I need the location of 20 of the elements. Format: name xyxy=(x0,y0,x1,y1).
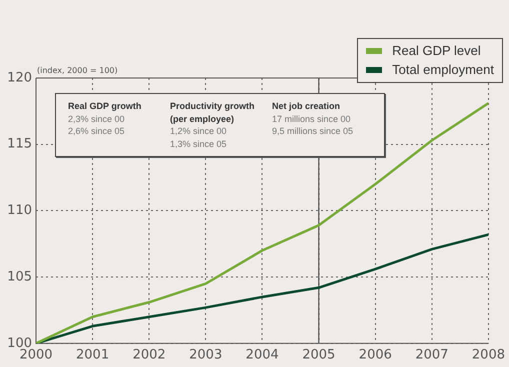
x-tick-label: 2006 xyxy=(358,348,392,363)
y-tick-label: 110 xyxy=(7,203,32,218)
annotation: Net job creation 17 millions since 00 9,5 millions since 05 xyxy=(272,100,354,138)
x-tick-label: 2007 xyxy=(415,348,448,363)
x-tick-label: 2003 xyxy=(189,348,222,363)
legend-label: Real GDP level xyxy=(391,42,482,60)
y-tick-label: 115 xyxy=(7,136,32,152)
x-tick-label: 2000 xyxy=(19,348,53,363)
x-tick-label: 2002 xyxy=(132,348,166,363)
x-tick-label: 2005 xyxy=(302,348,336,363)
x-tick-label: 2001 xyxy=(76,348,110,363)
x-tick-label: 2004 xyxy=(246,348,279,363)
legend-label: Total employment xyxy=(391,61,494,79)
y-axis-title: (index, 2000 = 100) xyxy=(37,66,118,76)
x-tick-label: 2008 xyxy=(472,348,506,363)
y-tick-label: 105 xyxy=(7,269,32,284)
y-tick-label: 120 xyxy=(7,70,32,86)
annotation: Productivity growth (per employee) 1,2% since 00 1,3% since 05 xyxy=(170,100,256,150)
text-panel: Real GDP growth 2,3% since 00 2,6% since 05 Productivity growth (per employee) 1,2% since 00 1,3% since 05 Net job creation 17 millions since 00 9,5 millions since 05 xyxy=(55,93,385,157)
annotation: Real GDP growth 2,3% since 00 2,6% since 05 xyxy=(68,100,142,138)
